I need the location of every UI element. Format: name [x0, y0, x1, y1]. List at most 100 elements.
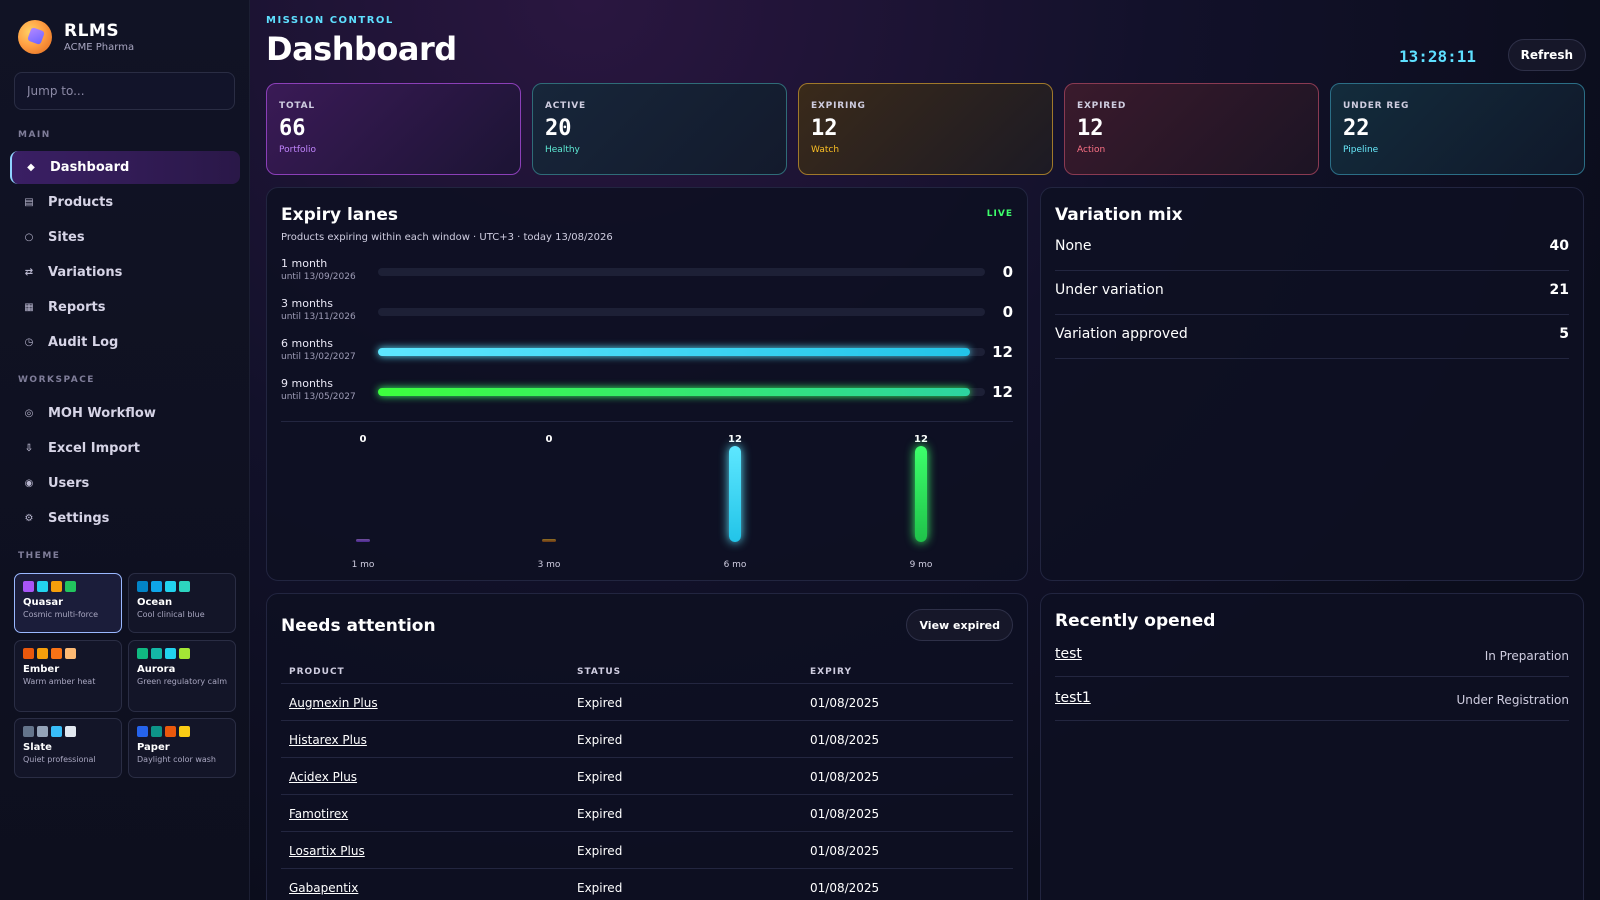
column-bar [542, 539, 556, 542]
theme-card-paper[interactable]: Paper Daylight color wash [128, 718, 236, 778]
swatch [23, 648, 34, 659]
panel-title: Expiry lanes [281, 205, 399, 225]
column-value: 0 [545, 434, 553, 445]
panel-subtitle: Products expiring within each window · U… [281, 232, 613, 243]
theme-swatches [137, 581, 227, 592]
expiry-cell: 01/08/2025 [810, 696, 880, 710]
table-row: Augmexin Plus Expired 01/08/2025 [281, 683, 1013, 720]
brand-org: ACME Pharma [64, 42, 135, 53]
swatch [23, 581, 34, 592]
lane-name: 1 month [281, 257, 328, 270]
swap-icon: ⇄ [24, 267, 34, 278]
column-header-product[interactable]: PRODUCT [289, 667, 345, 677]
kpi-sub: Healthy [545, 145, 580, 155]
kpi-label: UNDER REG [1343, 101, 1410, 111]
sidebar-item-products[interactable]: ▤ Products [10, 186, 240, 219]
sidebar-item-dashboard[interactable]: ◆ Dashboard [10, 151, 240, 184]
jump-to-input[interactable] [14, 72, 235, 110]
recent-item-status: In Preparation [1484, 649, 1569, 663]
recent-item-link[interactable]: test1 [1055, 690, 1091, 706]
kpi-card-total[interactable]: TOTAL 66 Portfolio [266, 83, 521, 175]
view-expired-button[interactable]: View expired [906, 609, 1013, 641]
theme-card-aurora[interactable]: Aurora Green regulatory calm [128, 640, 236, 712]
column-header-expiry[interactable]: EXPIRY [810, 667, 852, 677]
theme-desc: Cool clinical blue [137, 610, 205, 619]
sidebar-item-sites[interactable]: ○ Sites [10, 221, 240, 254]
sidebar-item-label: Audit Log [48, 335, 119, 350]
product-link[interactable]: Acidex Plus [289, 770, 358, 784]
gear-icon: ⚙ [24, 513, 34, 524]
sidebar-item-label: MOH Workflow [48, 406, 156, 421]
kpi-card-expired[interactable]: EXPIRED 12 Action [1064, 83, 1319, 175]
swatch [165, 648, 176, 659]
sidebar-item-variations[interactable]: ⇄ Variations [10, 256, 240, 289]
status-cell: Expired [577, 807, 623, 821]
recent-item-status: Under Registration [1456, 693, 1570, 707]
lane-value: 12 [992, 383, 1013, 401]
column-label: 9 mo [909, 560, 933, 570]
panel-title: Variation mix [1055, 205, 1183, 225]
expiry-cell: 01/08/2025 [810, 770, 880, 784]
eyebrow: MISSION CONTROL [266, 15, 394, 26]
kpi-label: EXPIRING [811, 101, 866, 111]
mix-label: None [1055, 238, 1092, 254]
expiry-lanes-panel: Expiry lanes LIVE Products expiring with… [266, 187, 1028, 581]
needs-attention-panel: Needs attention View expired PRODUCT STA… [266, 593, 1028, 900]
sidebar-item-reports[interactable]: ▦ Reports [10, 291, 240, 324]
lane-track [378, 348, 985, 356]
kpi-sub: Portfolio [279, 145, 317, 155]
kpi-value: 20 [545, 116, 572, 141]
sidebar: RLMS ACME Pharma MAIN ◆ Dashboard ▤ Prod… [0, 0, 250, 900]
sidebar-item-users[interactable]: ◉ Users [10, 467, 240, 500]
product-link[interactable]: Histarex Plus [289, 733, 367, 747]
theme-card-ember[interactable]: Ember Warm amber heat [14, 640, 122, 712]
column-label: 1 mo [351, 560, 375, 570]
table-row: Histarex Plus Expired 01/08/2025 [281, 720, 1013, 757]
swatch [151, 726, 162, 737]
theme-swatches [23, 581, 113, 592]
mix-label: Under variation [1055, 282, 1164, 298]
kpi-card-active[interactable]: ACTIVE 20 Healthy [532, 83, 787, 175]
product-link[interactable]: Famotirex [289, 807, 349, 821]
kpi-card-under-reg[interactable]: UNDER REG 22 Pipeline [1330, 83, 1585, 175]
swatch [179, 581, 190, 592]
product-link[interactable]: Augmexin Plus [289, 696, 378, 710]
table-row: Acidex Plus Expired 01/08/2025 [281, 757, 1013, 794]
sidebar-item-label: Sites [48, 230, 85, 245]
recent-item-link[interactable]: test [1055, 646, 1082, 662]
swatch [151, 648, 162, 659]
swatch [137, 726, 148, 737]
column-header-status[interactable]: STATUS [577, 667, 622, 677]
sidebar-item-label: Settings [48, 511, 110, 526]
theme-card-slate[interactable]: Slate Quiet professional [14, 718, 122, 778]
sidebar-item-label: Dashboard [50, 160, 130, 175]
lane-track [378, 268, 985, 276]
sidebar-item-audit-log[interactable]: ◷ Audit Log [10, 326, 240, 359]
column-label: 6 mo [723, 560, 747, 570]
kpi-label: EXPIRED [1077, 101, 1127, 111]
sidebar-item-moh-workflow[interactable]: ◎ MOH Workflow [10, 397, 240, 430]
kpi-card-expiring[interactable]: EXPIRING 12 Watch [798, 83, 1053, 175]
swatch [179, 648, 190, 659]
theme-card-ocean[interactable]: Ocean Cool clinical blue [128, 573, 236, 633]
lane-name: 6 months [281, 337, 333, 350]
sidebar-item-excel-import[interactable]: ⇩ Excel Import [10, 432, 240, 465]
lane-value: 0 [1002, 303, 1013, 321]
refresh-button[interactable]: Refresh [1507, 39, 1586, 71]
sidebar-item-label: Users [48, 476, 90, 491]
sidebar-item-settings[interactable]: ⚙ Settings [10, 502, 240, 535]
brand-name: RLMS [64, 21, 120, 41]
brand[interactable]: RLMS ACME Pharma [18, 20, 134, 54]
product-link[interactable]: Gabapentix [289, 881, 359, 895]
download-icon: ⇩ [24, 443, 34, 454]
list-item: None 40 [1055, 235, 1569, 271]
theme-card-quasar[interactable]: Quasar Cosmic multi-force [14, 573, 122, 633]
swatch [179, 726, 190, 737]
workflow-icon: ◎ [24, 408, 34, 419]
location-icon: ○ [24, 232, 34, 243]
lane-name: 3 months [281, 297, 333, 310]
lane-until: until 13/05/2027 [281, 392, 356, 402]
product-link[interactable]: Losartix Plus [289, 844, 365, 858]
list-item: Variation approved 5 [1055, 323, 1569, 359]
lane-fill [378, 388, 970, 396]
